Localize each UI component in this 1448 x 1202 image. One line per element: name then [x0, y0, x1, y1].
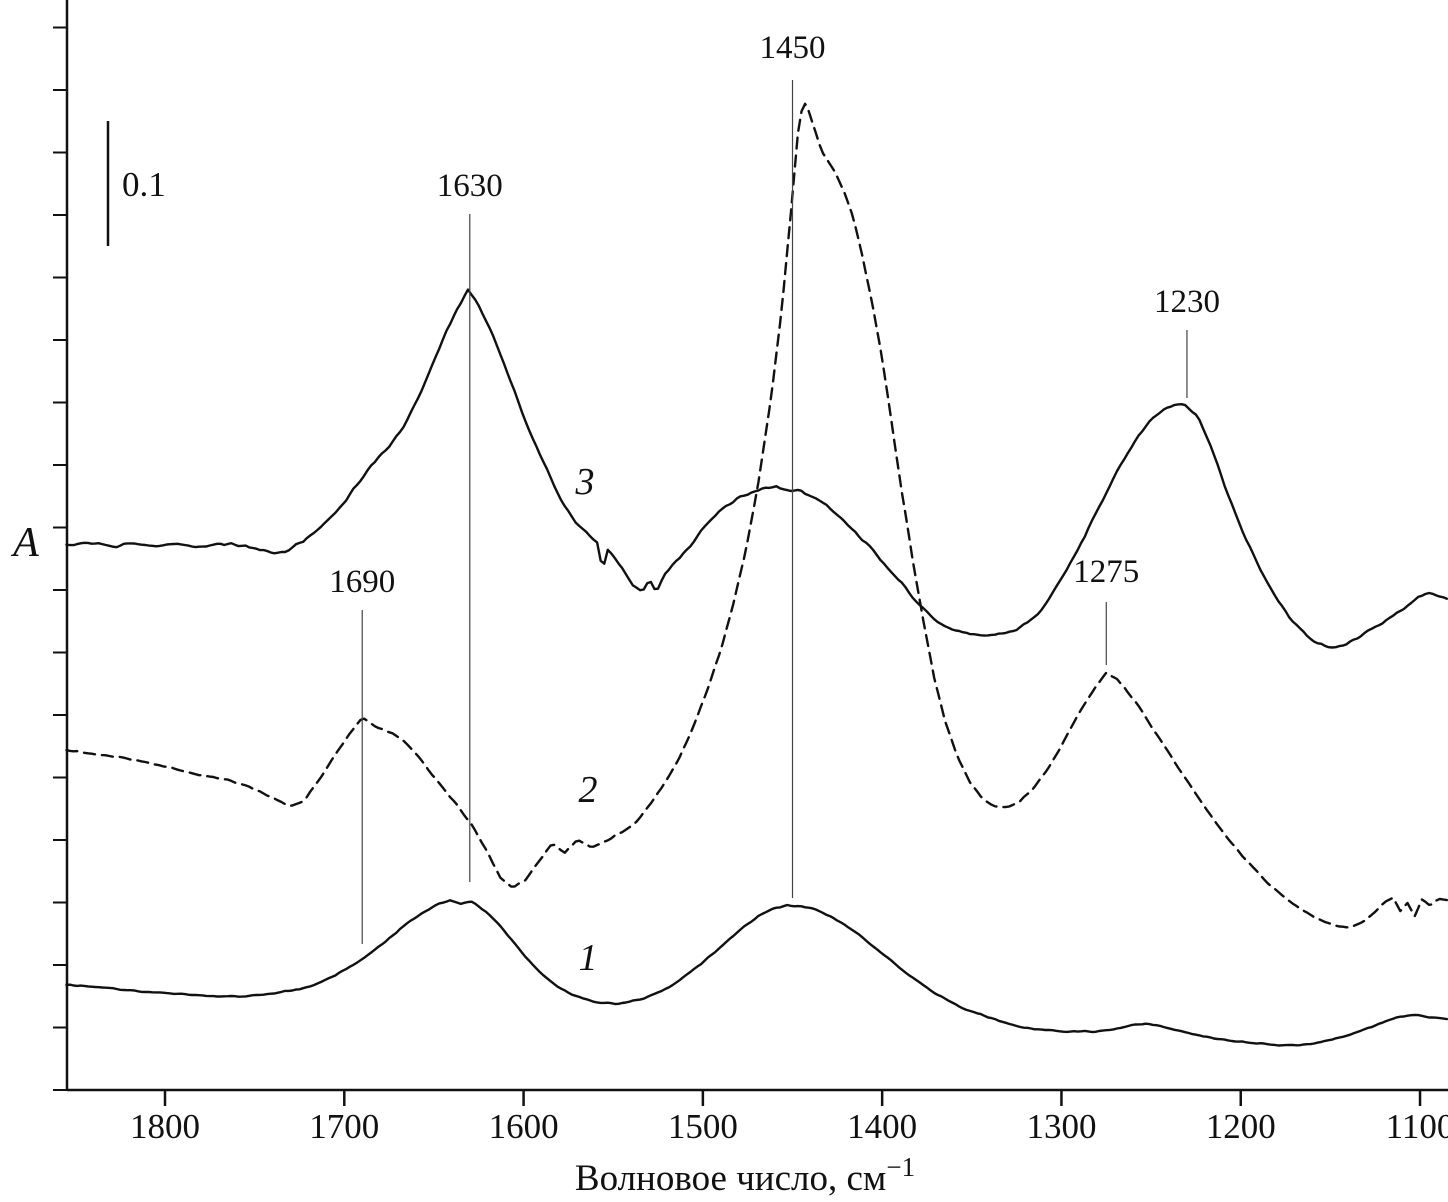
curve-label-3: 3 [575, 461, 595, 503]
curve-label-1: 1 [579, 937, 598, 979]
peak-label-1690: 1690 [329, 564, 395, 600]
y-axis-title: A [10, 520, 39, 566]
spectra-curves: 1 2 3 [65, 102, 1448, 1047]
scale-bar-label: 0.1 [122, 165, 166, 204]
spectrum-curve-3 [65, 288, 1448, 649]
x-tick-label: 1800 [130, 1107, 200, 1146]
x-tick-label: 1700 [309, 1107, 379, 1146]
peak-label-1630: 1630 [437, 168, 503, 204]
x-tick-label: 1500 [668, 1107, 738, 1146]
x-axis-title: Волновое число, см−1 [575, 1152, 915, 1199]
x-tick-label: 1300 [1026, 1107, 1096, 1146]
peak-label-1275: 1275 [1073, 554, 1139, 590]
spectrum-curve-1 [65, 899, 1448, 1047]
peak-annotations: 1450 1630 1690 1275 1230 [329, 30, 1220, 944]
spectrum-curve-2 [65, 102, 1448, 929]
peak-label-1450: 1450 [760, 30, 826, 66]
x-tick-label: 1600 [489, 1107, 559, 1146]
x-tick-label: 1200 [1206, 1107, 1276, 1146]
curve-label-2: 2 [579, 769, 598, 811]
peak-label-1230: 1230 [1154, 284, 1220, 320]
axes: 1800 1700 1600 1500 1400 1300 1200 1100 [53, 0, 1448, 1146]
x-tick-label: 1100 [1386, 1107, 1448, 1146]
x-tick-label: 1400 [847, 1107, 917, 1146]
